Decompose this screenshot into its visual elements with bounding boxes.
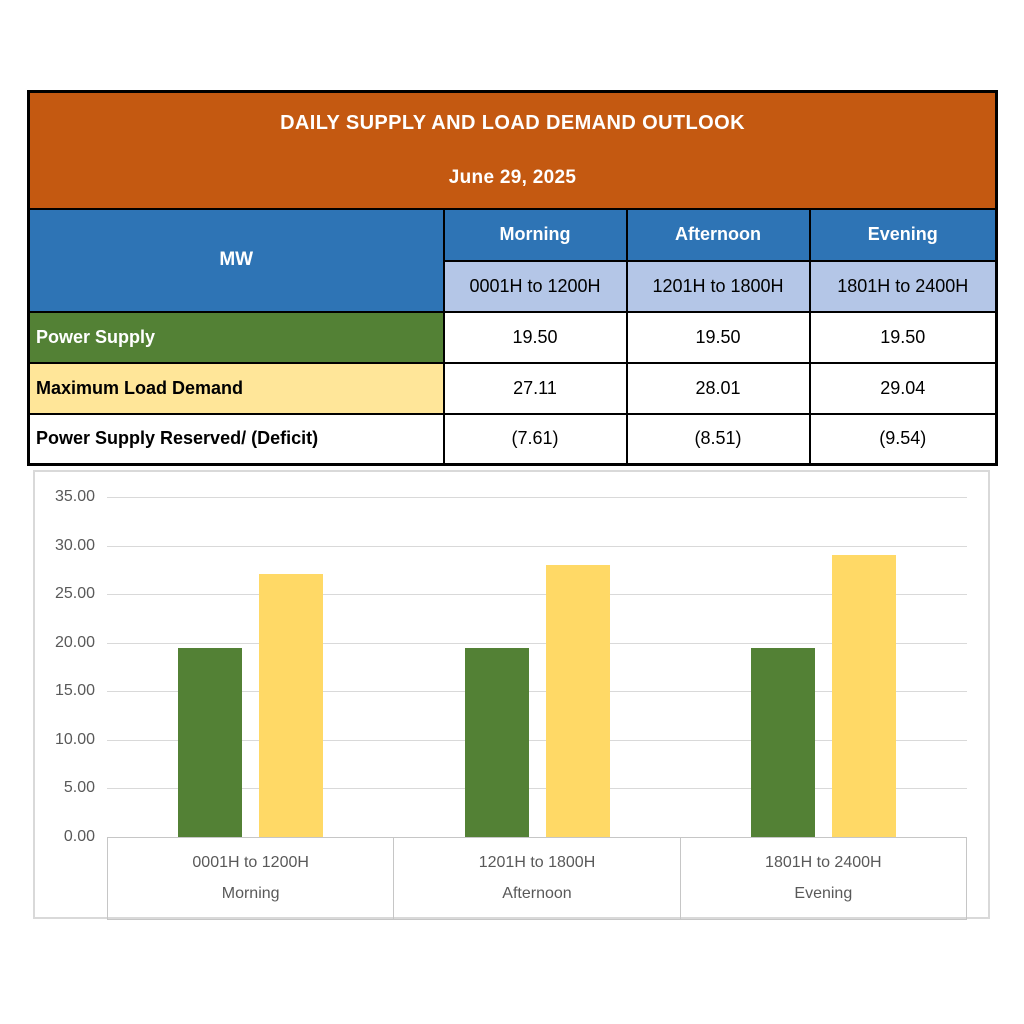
report-header: DAILY SUPPLY AND LOAD DEMAND OUTLOOK Jun… (27, 90, 998, 210)
x-axis-time-label-1: 1201H to 1800H (478, 854, 596, 872)
value-cell-2-2: (9.54) (808, 412, 998, 466)
report-date: June 29, 2025 (448, 166, 577, 188)
bar-power-supply-2 (751, 647, 816, 837)
title-row: DAILY SUPPLY AND LOAD DEMAND OUTLOOK Jun… (27, 90, 998, 210)
x-axis-period-label-0: Morning (221, 884, 280, 902)
x-axis-category-1: 1201H to 1800H Afternoon (393, 838, 679, 919)
table-row: Power Supply Reserved/ (Deficit) (7.61) (8… (27, 412, 998, 466)
table-row: Power Supply 19.50 19.50 19.50 (27, 310, 998, 364)
x-axis-time-label-2: 1801H to 2400H (765, 854, 882, 872)
value-cell-2-0: (7.61) (442, 412, 628, 466)
value-cell-1-2: 29.04 (808, 361, 998, 415)
value-cell-1-0: 27.11 (442, 361, 628, 415)
y-axis-tick-label-0: 0.00 (63, 828, 95, 845)
period-header-afternoon: Afternoon (625, 207, 811, 262)
time-header-evening: 1801H to 2400H (808, 259, 998, 313)
x-axis-time-label-0: 0001H to 1200H (192, 854, 309, 872)
y-axis-tick-label-10: 10.00 (54, 730, 95, 748)
y-axis-tick-label-5: 5.00 (63, 779, 95, 797)
bar-maximum-load-demand-0 (258, 573, 323, 837)
time-header-row: 0001H to 1200H 1201H to 1800H 1801H to 2… (29, 259, 998, 313)
gridline-20 (107, 642, 967, 644)
gridline-15 (107, 691, 967, 693)
gridline-30 (107, 545, 967, 547)
value-cell-2-1: (8.51) (625, 412, 811, 466)
period-header-evening: Evening (808, 207, 998, 262)
y-axis-tick-label-35: 35.00 (54, 488, 95, 505)
gridline-10 (107, 739, 967, 741)
y-axis-tick-label-20: 20.00 (54, 633, 95, 651)
x-axis-period-label-1: Afternoon (502, 884, 572, 902)
x-axis-category-0: 0001H to 1200H Morning (108, 838, 393, 919)
value-cell-1-1: 28.01 (625, 361, 811, 415)
x-axis-label-box: 0001H to 1200H Morning 1201H to 1800H After… (107, 837, 967, 920)
x-axis-category-2: 1801H to 2400H Evening (679, 838, 966, 919)
time-header-afternoon: 1201H to 1800H (625, 259, 811, 313)
y-axis-tick-label-25: 25.00 (54, 585, 95, 603)
row-label-1: Maximum Load Demand (27, 361, 445, 415)
x-axis-period-label-2: Evening (794, 884, 853, 902)
gridline-25 (107, 594, 967, 596)
unit-header-cell: MW (27, 207, 445, 313)
period-header-row: MW Morning Afternoon Evening (27, 207, 998, 313)
gridline-5 (107, 788, 967, 790)
gridline-35 (107, 497, 967, 498)
value-cell-0-0: 19.50 (442, 310, 628, 364)
row-label-0: Power Supply (27, 310, 445, 364)
time-header-morning: 0001H to 1200H (442, 259, 628, 313)
y-axis-tick-label-15: 15.00 (54, 682, 95, 700)
value-cell-0-1: 19.50 (625, 310, 811, 364)
bar-power-supply-1 (464, 647, 529, 837)
bar-power-supply-0 (177, 647, 242, 837)
bar-maximum-load-demand-2 (832, 554, 897, 837)
supply-demand-table: DAILY SUPPLY AND LOAD DEMAND OUTLOOK Jun… (27, 90, 999, 466)
bar-chart: 0.00 5.00 10.00 15.00 20.00 25.00 30.00 35.00 00… (33, 470, 990, 920)
row-label-2: Power Supply Reserved/ (Deficit) (27, 412, 445, 466)
table-row: Maximum Load Demand 27.11 28.01 29.04 (27, 361, 998, 415)
value-cell-0-2: 19.50 (808, 310, 998, 364)
period-header-morning: Morning (442, 207, 628, 262)
bar-maximum-load-demand-1 (545, 564, 610, 837)
report-title: DAILY SUPPLY AND LOAD DEMAND OUTLOOK (280, 111, 745, 134)
y-axis-tick-label-30: 30.00 (54, 536, 95, 554)
